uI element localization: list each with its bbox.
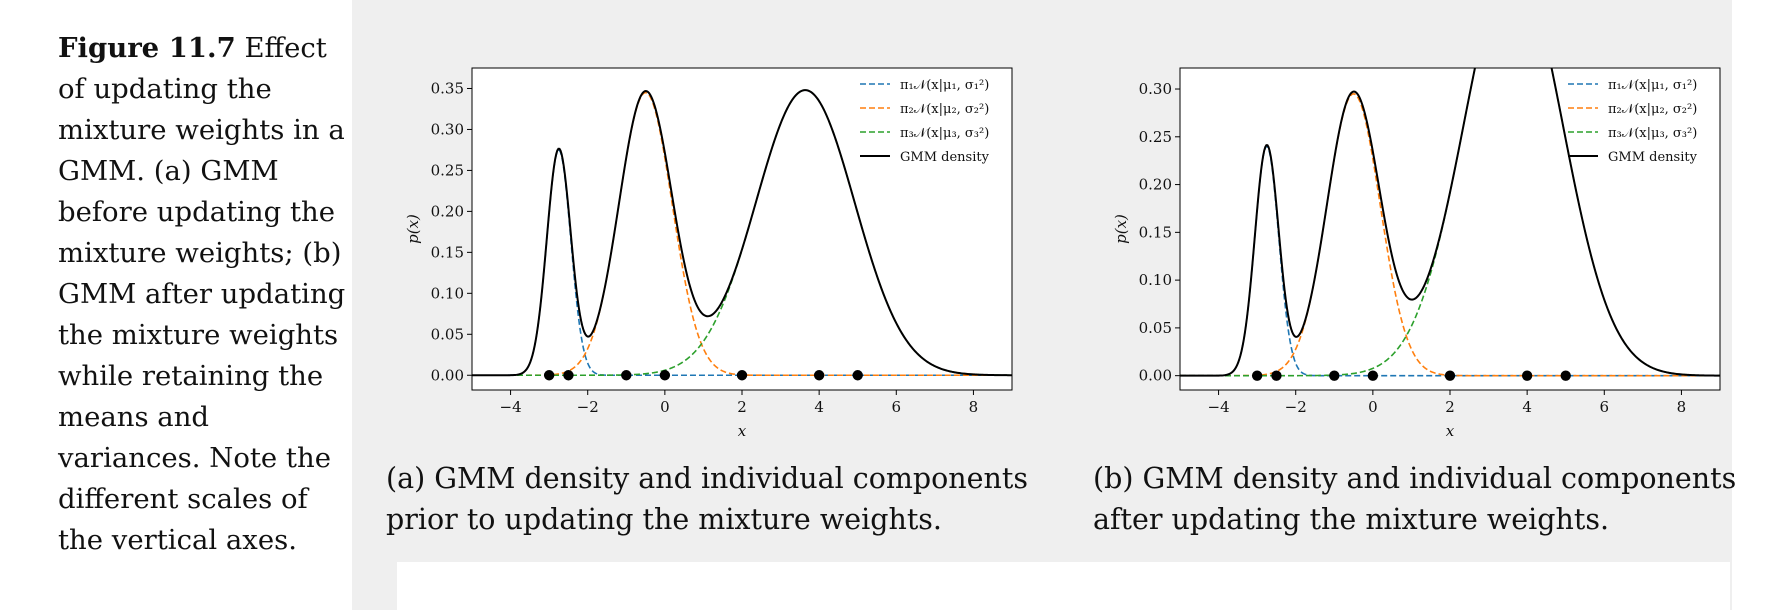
chart-b-plot-area xyxy=(1180,68,1720,390)
chart-b-y-tick-label: 0.20 xyxy=(1139,176,1172,194)
chart-b-legend-label: π₁𝒩(x|μ₁, σ₁²) xyxy=(1608,78,1697,93)
figure-caption-text: Effect of updating the mixture weights i… xyxy=(58,32,346,556)
chart-b-x-tick-label: −2 xyxy=(1285,398,1307,416)
chart-b-data-point xyxy=(1251,370,1263,381)
chart-a-x-tick-label: 2 xyxy=(737,398,747,416)
chart-a-data-point xyxy=(563,370,574,381)
chart-b-x-tick-label: 4 xyxy=(1522,398,1532,416)
chart-b-legend-label: π₃𝒩(x|μ₃, σ₃²) xyxy=(1608,126,1697,141)
chart-b-y-tick-label: 0.05 xyxy=(1139,319,1172,337)
content-box xyxy=(397,562,1730,610)
chart-b-svg: −4 −2 0 2 4 6 8 0.00 0.05 0.10 0.15 0.20 0.25 0.30 x p(… xyxy=(1112,67,1721,440)
chart-a-y-tick-label: 0.15 xyxy=(431,243,464,261)
chart-a-data-point xyxy=(736,370,748,381)
chart-b-x-axis-label: x xyxy=(1446,422,1455,440)
chart-b-legend-label: GMM density xyxy=(1608,150,1698,165)
chart-a-y-tick-label: 0.25 xyxy=(431,161,464,179)
chart-a-y-tick-label: 0.00 xyxy=(431,366,464,384)
chart-b-x-tick-label: 6 xyxy=(1600,398,1610,416)
chart-b-data-point xyxy=(1329,370,1340,381)
chart-a-legend-label: π₃𝒩(x|μ₃, σ₃²) xyxy=(900,126,989,141)
chart-a-x-tick-label: 8 xyxy=(969,398,979,416)
chart-a-data-point xyxy=(852,370,863,381)
chart-b-data-point xyxy=(1560,370,1571,381)
chart-b-y-tick-label: 0.15 xyxy=(1139,223,1172,241)
subcaption-b: (b) GMM density and individual component… xyxy=(1093,462,1737,536)
chart-a-legend-label: π₂𝒩(x|μ₂, σ₂²) xyxy=(900,102,989,117)
chart-b-gmm-density-line xyxy=(1180,68,1720,377)
chart-a: −4 −2 0 2 4 6 8 0.00 0.05 0.10 0.15 0.20 0.25 0.30 0.3… xyxy=(400,58,1020,448)
figure-caption: Figure 11.7 Effect of updating the mixtu… xyxy=(58,28,348,561)
chart-b-y-tick-label: 0.30 xyxy=(1139,80,1172,98)
chart-a-data-point xyxy=(813,370,825,381)
chart-a-y-tick-label: 0.10 xyxy=(431,284,464,302)
chart-a-data-point xyxy=(543,370,555,381)
chart-a-x-tick-label: 0 xyxy=(660,398,670,416)
subcaption-a: (a) GMM density and individual component… xyxy=(386,462,1028,536)
chart-a-gmm-density-line xyxy=(472,89,1012,377)
chart-b-y-tick-label: 0.00 xyxy=(1139,367,1172,385)
chart-a-svg: −4 −2 0 2 4 6 8 0.00 0.05 0.10 0.15 0.20 0.25 0.30 0.3… xyxy=(404,67,1013,440)
chart-a-y-tick-label: 0.35 xyxy=(431,79,464,97)
chart-b: −4 −2 0 2 4 6 8 0.00 0.05 0.10 0.15 0.20 0.25 0.30 x p(… xyxy=(1108,58,1728,448)
chart-b-data-point xyxy=(1521,370,1533,381)
chart-a-y-axis-label: p(x) xyxy=(404,214,422,244)
chart-b-y-tick-label: 0.10 xyxy=(1139,271,1172,289)
chart-a-data-point xyxy=(621,370,632,381)
chart-b-y-tick-label: 0.25 xyxy=(1139,128,1172,146)
chart-a-x-tick-label: −2 xyxy=(577,398,599,416)
chart-a-y-tick-label: 0.20 xyxy=(431,202,464,220)
chart-a-legend-label: GMM density xyxy=(900,150,990,165)
chart-a-x-tick-label: 4 xyxy=(814,398,824,416)
chart-b-data-point xyxy=(1444,370,1456,381)
chart-b-x-tick-label: 2 xyxy=(1445,398,1455,416)
chart-b-x-tick-label: 8 xyxy=(1677,398,1687,416)
chart-b-data-point xyxy=(1367,370,1379,381)
chart-a-x-tick-label: −4 xyxy=(500,398,522,416)
chart-a-y-tick-label: 0.05 xyxy=(431,325,464,343)
chart-a-legend-label: π₁𝒩(x|μ₁, σ₁²) xyxy=(900,78,989,93)
chart-b-y-axis-label: p(x) xyxy=(1112,214,1130,244)
chart-a-x-tick-label: 6 xyxy=(892,398,902,416)
figure-label: Figure 11.7 xyxy=(58,32,236,64)
chart-a-y-tick-label: 0.30 xyxy=(431,120,464,138)
chart-b-legend-label: π₂𝒩(x|μ₂, σ₂²) xyxy=(1608,102,1697,117)
chart-b-x-tick-label: 0 xyxy=(1368,398,1378,416)
chart-a-data-point xyxy=(659,370,671,381)
chart-b-data-point xyxy=(1271,370,1282,381)
chart-a-x-axis-label: x xyxy=(738,422,747,440)
chart-a-plot-area xyxy=(472,68,1012,390)
chart-b-x-tick-label: −4 xyxy=(1208,398,1230,416)
